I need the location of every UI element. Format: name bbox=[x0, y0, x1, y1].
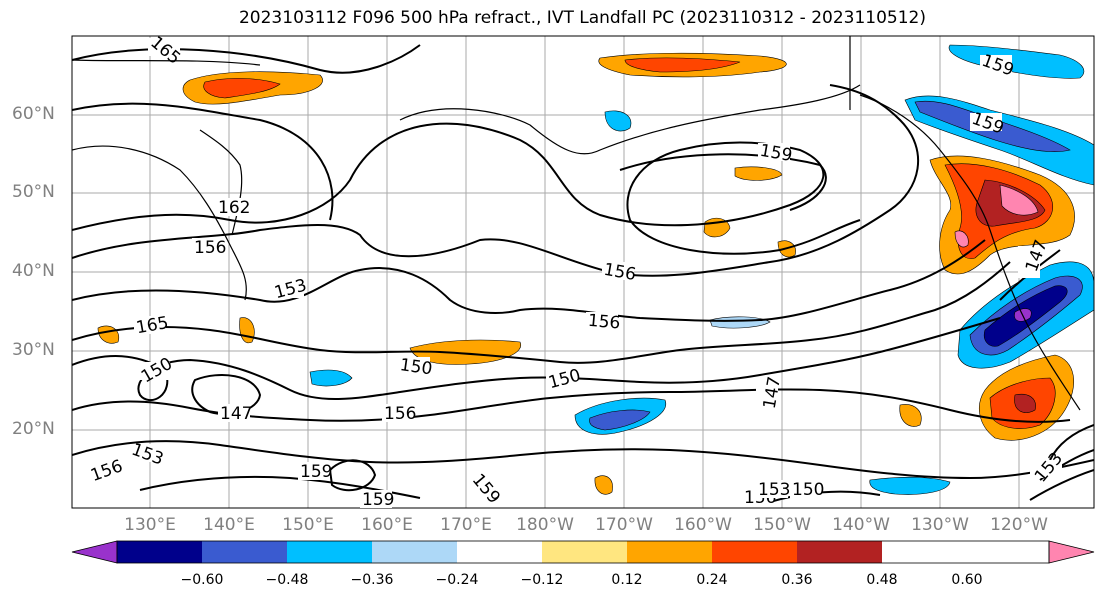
patch-mid-blue-1b bbox=[589, 409, 651, 431]
contour-label: 150 bbox=[792, 480, 824, 500]
lat-label: 50°N bbox=[12, 182, 55, 202]
lon-label: 140°W bbox=[832, 515, 890, 535]
colorbar-segment bbox=[372, 541, 457, 563]
patch-siberia-red bbox=[203, 78, 281, 99]
contour-label: 159 bbox=[300, 462, 332, 482]
colorbar-tick-label: 0.24 bbox=[696, 572, 728, 588]
map-title: 2023103112 F096 500 hPa refract., IVT La… bbox=[238, 8, 926, 28]
colorbar bbox=[71, 540, 1095, 564]
lon-label: 130°W bbox=[911, 515, 969, 535]
lon-label: 140°E bbox=[203, 515, 255, 535]
patch-pink-2 bbox=[954, 230, 969, 248]
colorbar-left-extension bbox=[71, 540, 118, 564]
contour-label: 162 bbox=[218, 198, 250, 218]
colorbar-tick-label: −0.48 bbox=[265, 572, 309, 588]
patch-mexico-darkred bbox=[1014, 393, 1036, 413]
patch-mid-orange-1 bbox=[409, 339, 522, 365]
colorbar-tick-label: −0.36 bbox=[350, 572, 394, 588]
colorbar-segment bbox=[712, 541, 797, 563]
contour-label: 156 bbox=[194, 238, 226, 258]
colorbar-segment bbox=[457, 541, 542, 563]
lon-label: 160°W bbox=[674, 515, 732, 535]
patch-mid-orange-4 bbox=[594, 475, 613, 495]
colorbar-segment bbox=[117, 541, 202, 563]
lon-label: 160°E bbox=[361, 515, 413, 535]
contour-label-group: 165 162 159 156 153 150 147 165 159 156 … bbox=[88, 33, 1067, 510]
lon-label: 170°E bbox=[440, 515, 492, 535]
patch-mid-blue-2 bbox=[869, 476, 951, 495]
lat-label: 30°N bbox=[12, 340, 55, 360]
patch-mid-blue-3 bbox=[309, 369, 353, 387]
lat-label: 40°N bbox=[12, 261, 55, 281]
patch-alaska-blue bbox=[948, 44, 1085, 79]
patch-gulf-alaska-pink bbox=[999, 184, 1039, 216]
colorbar-tick-label: 0.48 bbox=[866, 572, 898, 588]
colorbar-segment bbox=[287, 541, 372, 563]
colorbar-tick-label: −0.60 bbox=[180, 572, 224, 588]
colorbar-right-extension bbox=[1048, 540, 1095, 564]
shading-patches bbox=[97, 44, 1094, 495]
lon-label: 170°W bbox=[595, 515, 653, 535]
contour-label: 156 bbox=[587, 311, 621, 334]
colorbar-tick-label: −0.12 bbox=[520, 572, 564, 588]
colorbar-tick-label: 0.60 bbox=[951, 572, 983, 588]
patch-mid-orange-6 bbox=[734, 166, 783, 181]
colorbar-segment bbox=[627, 541, 712, 563]
patch-alaska-red bbox=[624, 57, 741, 73]
patch-mid-orange-7 bbox=[899, 404, 922, 427]
colorbar-tick-label: 0.12 bbox=[611, 572, 643, 588]
patch-mid-blue-4 bbox=[604, 110, 632, 132]
colorbar-segment bbox=[797, 541, 882, 563]
lat-label: 20°N bbox=[12, 419, 55, 439]
colorbar-tick-label: 0.36 bbox=[781, 572, 813, 588]
colorbar-segment bbox=[202, 541, 287, 563]
colorbar-segment bbox=[542, 541, 627, 563]
lon-label: 150°E bbox=[282, 515, 334, 535]
lat-label: 60°N bbox=[12, 104, 55, 124]
lon-label: 180°W bbox=[516, 515, 574, 535]
lon-label: 150°W bbox=[753, 515, 811, 535]
contour-label: 153 bbox=[758, 480, 790, 500]
colorbar-tick-label: −0.24 bbox=[435, 572, 479, 588]
coastlines bbox=[72, 36, 1081, 411]
contour-label: 156 bbox=[384, 404, 416, 424]
contour-label: 150 bbox=[399, 355, 434, 379]
lon-label: 120°W bbox=[990, 515, 1048, 535]
contour-label: 159 bbox=[362, 490, 394, 510]
contour-label: 147 bbox=[220, 404, 252, 424]
lon-label: 130°E bbox=[124, 515, 176, 535]
